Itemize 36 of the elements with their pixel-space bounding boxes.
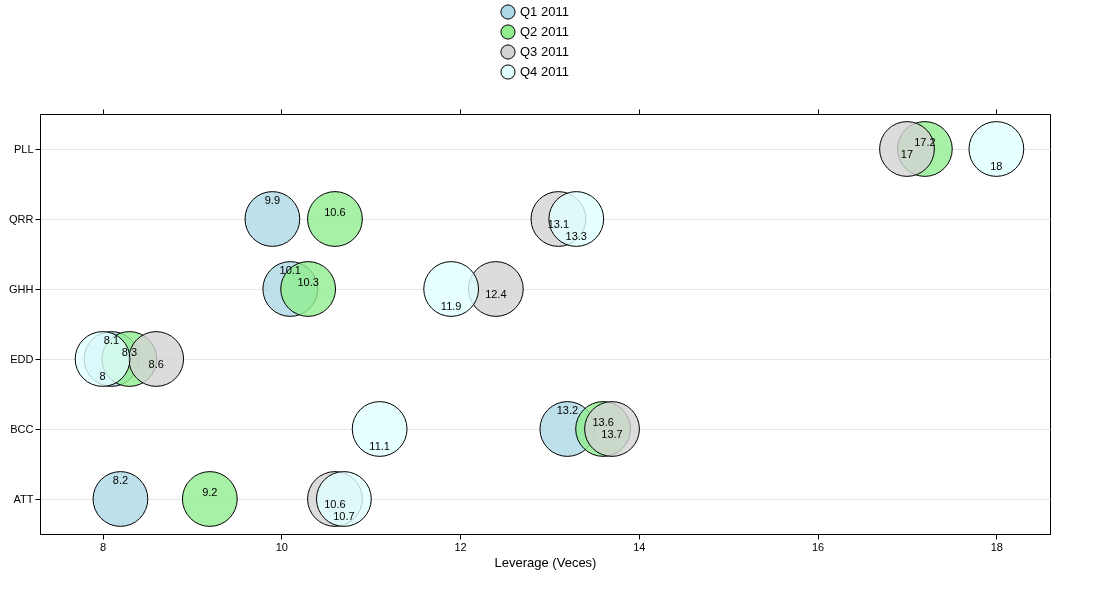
y-tick-label: EDD: [10, 352, 34, 365]
x-tick-label: 16: [811, 540, 825, 553]
data-label: 13.6: [592, 416, 614, 428]
y-tick-label: BCC: [10, 422, 34, 435]
y-tick-label: GHH: [9, 282, 34, 295]
data-label: 10.7: [333, 510, 355, 522]
data-label: 10.6: [324, 498, 346, 510]
x-tick-label: 8: [100, 540, 107, 553]
y-tick-label: PLL: [13, 142, 34, 155]
data-label: 10.6: [324, 206, 346, 218]
x-tick-label: 18: [990, 540, 1003, 553]
data-label: 17: [900, 148, 914, 160]
legend-label: Q4 2011: [520, 64, 569, 79]
legend-label: Q1 2011: [520, 4, 569, 19]
legend-label: Q2 2011: [520, 24, 569, 39]
data-label: 8.2: [112, 474, 129, 486]
data-label: 12.4: [485, 288, 507, 300]
y-tick-label: QRR: [9, 212, 34, 225]
data-label: 9.2: [202, 486, 218, 498]
data-label: 8: [99, 370, 106, 382]
data-label: 18: [990, 160, 1003, 172]
data-label: 8.1: [103, 334, 120, 346]
data-label: 13.2: [556, 404, 579, 416]
data-label: 11.9: [440, 300, 462, 312]
data-label: 13.7: [601, 428, 623, 440]
x-tick-label: 12: [454, 540, 467, 553]
x-axis-title: Leverage (Veces): [494, 554, 597, 570]
data-label: 8.6: [148, 358, 164, 370]
data-label: 13.3: [565, 230, 587, 242]
data-label: 11.1: [369, 440, 390, 452]
legend-label: Q3 2011: [520, 44, 569, 59]
data-label: 10.3: [297, 276, 319, 288]
x-tick-label: 10: [275, 540, 288, 553]
y-tick-label: ATT: [13, 492, 34, 505]
data-label: 9.9: [264, 194, 281, 206]
x-tick-label: 14: [633, 540, 646, 553]
